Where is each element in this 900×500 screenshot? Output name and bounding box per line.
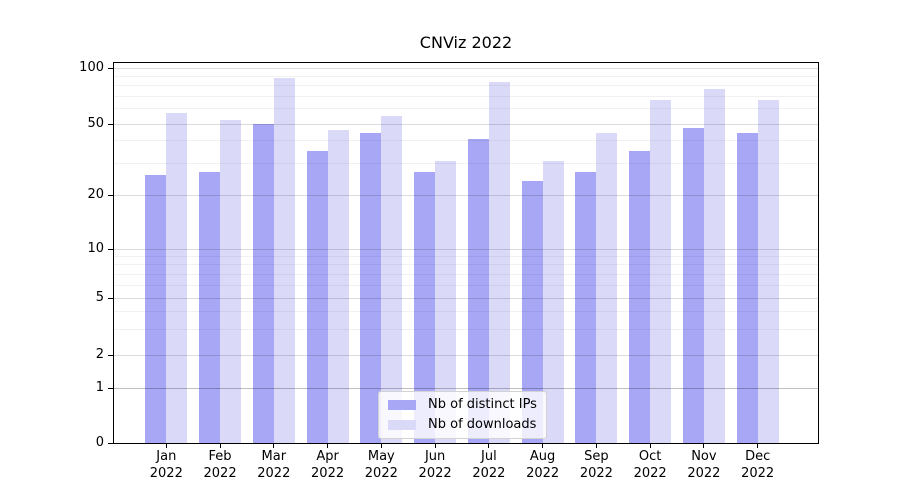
- minor-gridline: [114, 108, 818, 110]
- bar-nov-distinct-ips: [682, 128, 704, 443]
- x-tick-mark: [327, 444, 329, 448]
- major-gridline: [114, 195, 818, 196]
- bar-dec-distinct-ips: [736, 133, 758, 443]
- x-tick-mark: [380, 444, 382, 448]
- bar-mar-downloads: [273, 77, 295, 443]
- bar-nov-downloads: [703, 88, 725, 443]
- x-tick-label: Feb 2022: [203, 449, 237, 481]
- major-gridline: [114, 388, 818, 389]
- x-tick-label: Apr 2022: [311, 449, 345, 481]
- bar-may-distinct-ips: [360, 133, 382, 443]
- major-gridline: [114, 67, 818, 69]
- legend-item-downloads: Nb of downloads: [388, 416, 537, 434]
- bar-feb-distinct-ips: [199, 171, 221, 443]
- bar-sep-distinct-ips: [575, 171, 597, 443]
- bar-oct-distinct-ips: [629, 151, 651, 443]
- bar-jul-downloads: [488, 81, 510, 443]
- legend: Nb of distinct IPs Nb of downloads: [378, 391, 547, 439]
- bar-mar-distinct-ips: [252, 123, 274, 443]
- minor-gridline: [114, 75, 818, 77]
- bar-oct-downloads: [650, 99, 672, 443]
- major-gridline: [114, 249, 818, 250]
- y-tick-label: 50: [87, 115, 104, 131]
- x-tick-label: Oct 2022: [633, 449, 667, 481]
- bar-jun-downloads: [435, 160, 457, 443]
- x-tick-mark: [488, 444, 490, 448]
- x-tick-mark: [757, 444, 759, 448]
- y-tick-label: 1: [95, 380, 104, 395]
- bar-may-downloads: [381, 115, 403, 443]
- legend-label-downloads: Nb of downloads: [428, 417, 537, 432]
- y-tick-mark: [108, 298, 113, 299]
- minor-gridline: [114, 273, 818, 275]
- y-tick-mark: [108, 388, 113, 389]
- y-tick-mark: [108, 249, 113, 250]
- y-tick-mark: [108, 68, 113, 69]
- bar-apr-downloads: [327, 130, 349, 443]
- bar-dec-downloads: [757, 99, 779, 443]
- minor-gridline: [114, 329, 818, 331]
- x-tick-mark: [703, 444, 705, 448]
- minor-gridline: [114, 162, 818, 164]
- y-tick-mark: [108, 443, 113, 444]
- bar-feb-downloads: [220, 120, 242, 443]
- bar-aug-distinct-ips: [521, 180, 543, 443]
- x-tick-mark: [595, 444, 597, 448]
- x-tick-mark: [219, 444, 221, 448]
- legend-swatch-distinct-ips: [388, 400, 416, 410]
- x-tick-mark: [649, 444, 651, 448]
- plot-area: [113, 62, 819, 444]
- minor-gridline: [114, 255, 818, 257]
- x-tick-label: Mar 2022: [257, 449, 291, 481]
- legend-swatch-downloads: [388, 420, 416, 430]
- x-tick-label: Jan 2022: [149, 449, 183, 481]
- x-tick-label: Sep 2022: [579, 449, 613, 481]
- bar-jun-distinct-ips: [414, 171, 436, 443]
- y-tick-label: 100: [79, 59, 104, 75]
- legend-label-distinct-ips: Nb of distinct IPs: [428, 397, 537, 412]
- y-tick-label: 5: [95, 290, 104, 305]
- x-tick-label: Dec 2022: [741, 449, 775, 481]
- x-tick-mark: [434, 444, 436, 448]
- major-gridline: [114, 123, 818, 125]
- bar-aug-downloads: [542, 160, 564, 443]
- x-tick-mark: [165, 444, 167, 448]
- bar-sep-downloads: [596, 133, 618, 443]
- legend-item-distinct-ips: Nb of distinct IPs: [388, 396, 537, 414]
- x-tick-mark: [542, 444, 544, 448]
- minor-gridline: [114, 140, 818, 142]
- bar-jul-distinct-ips: [467, 138, 489, 443]
- minor-gridline: [114, 264, 818, 266]
- major-gridline: [114, 298, 818, 299]
- bar-apr-distinct-ips: [306, 151, 328, 443]
- major-gridline: [114, 355, 818, 356]
- minor-gridline: [114, 284, 818, 286]
- y-tick-mark: [108, 355, 113, 356]
- minor-gridline: [114, 311, 818, 313]
- y-tick-mark: [108, 124, 113, 125]
- chart-title: CNViz 2022: [419, 33, 513, 52]
- minor-gridline: [114, 85, 818, 87]
- x-tick-label: Nov 2022: [687, 449, 721, 481]
- y-tick-label: 2: [95, 347, 104, 362]
- bar-jan-downloads: [166, 112, 188, 443]
- y-tick-label: 0: [95, 435, 104, 450]
- x-tick-mark: [273, 444, 275, 448]
- x-tick-label: Jul 2022: [472, 449, 506, 481]
- y-tick-label: 10: [87, 241, 104, 256]
- y-tick-label: 20: [87, 187, 104, 202]
- minor-gridline: [114, 95, 818, 97]
- y-tick-mark: [108, 195, 113, 196]
- x-tick-label: Aug 2022: [526, 449, 560, 481]
- x-tick-label: Jun 2022: [418, 449, 452, 481]
- bar-jan-distinct-ips: [145, 174, 167, 443]
- x-tick-label: May 2022: [364, 449, 398, 481]
